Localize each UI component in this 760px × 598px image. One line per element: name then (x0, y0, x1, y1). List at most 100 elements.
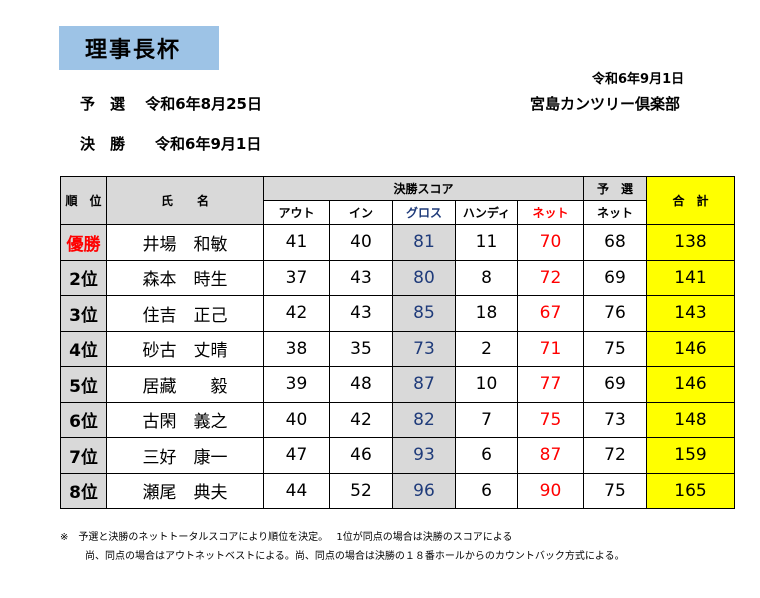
prelim-header: 予 選 (583, 176, 647, 201)
gross-score: 73 (392, 330, 456, 367)
prelim-date: 令和6年8月25日 (145, 95, 262, 113)
final-round-info: 決 勝 令和6年9月1日 (80, 133, 261, 154)
handicap: 11 (455, 224, 518, 261)
results-table: 順 位 氏 名 決勝スコア 予 選 合 計 アウト イン グロス ハンディ ネッ… (60, 176, 735, 509)
total-score: 146 (646, 366, 735, 403)
prelim-label: 予 選 (80, 95, 126, 113)
gross-score: 81 (392, 224, 456, 261)
prelim-net-score: 72 (583, 437, 647, 474)
total-header: 合 計 (646, 176, 735, 225)
in-score: 40 (329, 224, 393, 261)
prelim-net-header: ネット (583, 200, 647, 225)
rank-cell: 7位 (60, 437, 107, 474)
net-score: 90 (517, 472, 584, 509)
net-header: ネット (517, 200, 584, 225)
gross-header: グロス (392, 200, 456, 225)
prelim-net-score: 75 (583, 472, 647, 509)
handicap: 8 (455, 259, 518, 296)
net-score: 67 (517, 295, 584, 332)
prelim-net-score: 68 (583, 224, 647, 261)
total-score: 148 (646, 401, 735, 438)
handicap: 18 (455, 295, 518, 332)
rank-header: 順 位 (60, 176, 107, 225)
final-date: 令和6年9月1日 (155, 135, 262, 153)
handicap: 7 (455, 401, 518, 438)
rank-cell: 優勝 (60, 224, 107, 261)
rank-cell: 2位 (60, 259, 107, 296)
prelim-round-info: 予 選 令和6年8月25日 (80, 93, 262, 114)
in-score: 42 (329, 401, 393, 438)
table-row: 優勝 井場 和敏 41 40 81 11 70 68 138 (60, 224, 735, 261)
rank-cell: 8位 (60, 472, 107, 509)
rank-cell: 4位 (60, 330, 107, 367)
handicap: 10 (455, 366, 518, 403)
out-score: 40 (263, 401, 330, 438)
table-row: 3位 住吉 正己 42 43 85 18 67 76 143 (60, 295, 735, 332)
out-score: 37 (263, 259, 330, 296)
total-score: 141 (646, 259, 735, 296)
gross-score: 93 (392, 437, 456, 474)
handicap: 6 (455, 472, 518, 509)
table-row: 8位 瀬尾 典夫 44 52 96 6 90 75 165 (60, 472, 735, 509)
total-score: 146 (646, 330, 735, 367)
table-row: 2位 森本 時生 37 43 80 8 72 69 141 (60, 259, 735, 296)
gross-score: 87 (392, 366, 456, 403)
player-name: 砂古 丈晴 (106, 330, 264, 367)
gross-score: 85 (392, 295, 456, 332)
page-title: 理事長杯 (59, 26, 219, 70)
rank-cell: 6位 (60, 401, 107, 438)
prelim-net-score: 69 (583, 259, 647, 296)
player-name: 居藏 毅 (106, 366, 264, 403)
tiebreak-note: 尚、同点の場合はアウトネットベストによる。尚、同点の場合は決勝の１８番ホールから… (85, 551, 625, 562)
table-row: 5位 居藏 毅 39 48 87 10 77 69 146 (60, 366, 735, 403)
in-score: 43 (329, 295, 393, 332)
net-score: 75 (517, 401, 584, 438)
gross-score: 96 (392, 472, 456, 509)
total-score: 159 (646, 437, 735, 474)
handicap: 2 (455, 330, 518, 367)
player-name: 森本 時生 (106, 259, 264, 296)
in-score: 35 (329, 330, 393, 367)
out-score: 39 (263, 366, 330, 403)
gross-score: 82 (392, 401, 456, 438)
table-row: 6位 古閑 義之 40 42 82 7 75 73 148 (60, 401, 735, 438)
table-row: 4位 砂古 丈晴 38 35 73 2 71 75 146 (60, 330, 735, 367)
out-score: 41 (263, 224, 330, 261)
out-score: 44 (263, 472, 330, 509)
issue-date: 令和6年9月1日 (592, 72, 685, 87)
final-score-header: 決勝スコア (263, 176, 584, 201)
net-score: 77 (517, 366, 584, 403)
in-header: イン (329, 200, 393, 225)
net-score: 87 (517, 437, 584, 474)
prelim-net-score: 75 (583, 330, 647, 367)
total-score: 138 (646, 224, 735, 261)
out-header: アウト (263, 200, 330, 225)
player-name: 古閑 義之 (106, 401, 264, 438)
total-score: 165 (646, 472, 735, 509)
net-score: 71 (517, 330, 584, 367)
player-name: 三好 康一 (106, 437, 264, 474)
out-score: 47 (263, 437, 330, 474)
prelim-net-score: 69 (583, 366, 647, 403)
ranking-note: ※ 予選と決勝のネットトータルスコアにより順位を決定。 1位が同点の場合は決勝の… (60, 532, 513, 543)
final-label: 決 勝 (80, 135, 126, 153)
handicap-header: ハンディ (455, 200, 518, 225)
gross-score: 80 (392, 259, 456, 296)
player-name: 井場 和敏 (106, 224, 264, 261)
net-score: 70 (517, 224, 584, 261)
prelim-net-score: 76 (583, 295, 647, 332)
club-name: 宮島カンツリー倶楽部 (530, 95, 681, 113)
net-score: 72 (517, 259, 584, 296)
name-header: 氏 名 (106, 176, 264, 225)
rank-cell: 3位 (60, 295, 107, 332)
prelim-net-score: 73 (583, 401, 647, 438)
in-score: 43 (329, 259, 393, 296)
table-row: 7位 三好 康一 47 46 93 6 87 72 159 (60, 437, 735, 474)
total-score: 143 (646, 295, 735, 332)
rank-cell: 5位 (60, 366, 107, 403)
player-name: 住吉 正己 (106, 295, 264, 332)
in-score: 48 (329, 366, 393, 403)
in-score: 46 (329, 437, 393, 474)
handicap: 6 (455, 437, 518, 474)
in-score: 52 (329, 472, 393, 509)
